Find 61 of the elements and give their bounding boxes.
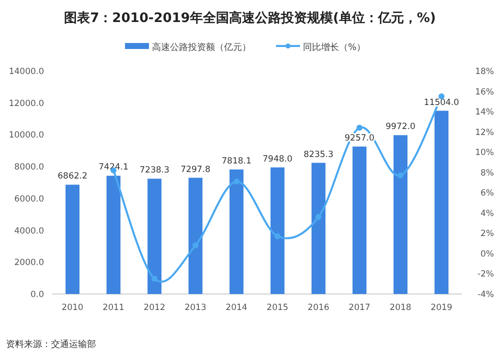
y-tick-label: 12000.0	[8, 98, 44, 109]
legend-label: 高速公路投资额（亿元）	[152, 42, 251, 53]
x-tick-label: 2019	[430, 303, 452, 313]
y2-tick-label: 14%	[475, 108, 494, 118]
point	[192, 242, 198, 248]
x-tick-label: 2011	[102, 303, 124, 313]
y2-tick-label: 4%	[480, 208, 494, 219]
y2-tick-label: 8%	[480, 168, 494, 178]
x-tick-label: 2012	[144, 303, 166, 313]
legend-label: 同比增长（%）	[303, 42, 366, 53]
y2-tick-label: 16%	[475, 87, 494, 98]
bar	[230, 169, 244, 294]
y2-tick-label: -4%	[477, 290, 494, 300]
point	[152, 276, 158, 282]
x-tick-label: 2016	[308, 303, 330, 313]
bar	[394, 135, 408, 294]
bar	[148, 178, 162, 294]
data-label: 7948.0	[262, 154, 292, 164]
data-label: 7297.8	[180, 164, 210, 175]
point	[316, 214, 322, 220]
bar	[312, 162, 326, 294]
data-label: 6862.2	[58, 172, 88, 182]
bar	[270, 167, 284, 294]
bar	[352, 146, 366, 294]
bar	[66, 184, 80, 294]
x-tick-label: 2014	[226, 303, 248, 313]
data-label: 7424.1	[98, 162, 128, 173]
point	[398, 172, 404, 178]
y2-tick-label: 18%	[475, 67, 494, 77]
y2-tick-label: 0%	[480, 249, 494, 260]
y-tick-label: 2000.0	[14, 258, 44, 268]
x-tick-label: 2017	[348, 303, 370, 313]
bar	[106, 176, 120, 294]
data-label: 7238.3	[140, 166, 170, 176]
x-tick-label: 2010	[62, 303, 84, 313]
point	[234, 178, 240, 184]
chart-title: 图表7：2010-2019年全国高速公路投资规模(单位：亿元，%)	[64, 10, 436, 26]
data-label: 8235.3	[304, 150, 334, 160]
text: 资料来源：交通运输部	[6, 339, 96, 350]
legend-高速公路投资额（亿元）: 高速公路投资额（亿元）	[125, 43, 251, 53]
x-tick-label: 2018	[390, 303, 412, 313]
x-tick-label: 2015	[266, 303, 288, 313]
y-tick-label: 10000.0	[8, 130, 44, 141]
bar	[188, 178, 202, 294]
point	[356, 124, 362, 131]
data-label: 9972.0	[386, 122, 416, 132]
y-tick-label: 6000.0	[14, 194, 44, 204]
point	[274, 233, 280, 240]
y2-tick-label: -2%	[477, 270, 494, 280]
y-tick-label: 14000.0	[8, 67, 44, 77]
y-tick-label: 0.0	[30, 290, 44, 300]
y2-tick-label: 6%	[480, 188, 494, 199]
y2-tick-label: 12%	[475, 128, 494, 138]
data-label: 7818.1	[222, 156, 252, 166]
y2-tick-label: 2%	[480, 229, 494, 240]
bar	[434, 110, 448, 294]
y-tick-label: 4000.0	[14, 226, 44, 236]
x-tick-label: 2013	[184, 303, 206, 313]
y-tick-label: 8000.0	[14, 162, 44, 173]
y2-tick-label: 10%	[475, 148, 494, 158]
legend-同比增长（%）: 同比增长（%）	[276, 43, 366, 53]
